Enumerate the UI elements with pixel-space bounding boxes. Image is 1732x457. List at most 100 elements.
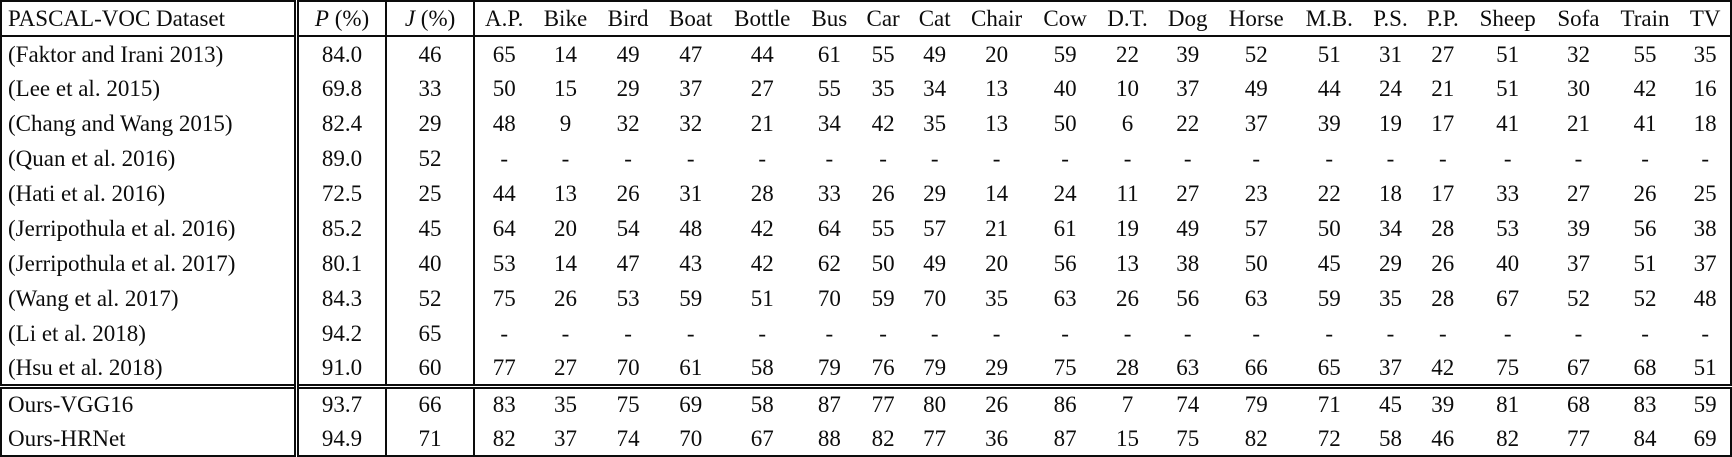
column-header-tv: TV xyxy=(1689,6,1721,31)
value-cell-sofa: 27 xyxy=(1566,181,1590,206)
value-cell-bike: 14 xyxy=(553,41,577,67)
value-cell-chair: 13 xyxy=(985,76,1009,101)
value-cell-chair: - xyxy=(992,146,1001,171)
method-cell: (Wang et al. 2017) xyxy=(1,281,299,316)
value-cell-bottle: - xyxy=(758,321,767,346)
value-cell-horse: - xyxy=(1252,146,1261,171)
value-cell-sheep: 67 xyxy=(1496,286,1520,311)
value-cell-bird: 70 xyxy=(616,354,640,380)
value-cell-bike: 9 xyxy=(559,111,572,136)
value-cell-mb: 72 xyxy=(1317,425,1341,451)
table-row: Ours-VGG16 93.7 66 83 35 75 69 58 87 77 80 26 86 7 74 7… xyxy=(1,386,1731,421)
method-cell: (Chang and Wang 2015) xyxy=(1,106,299,141)
jaccard-cell: 71 xyxy=(386,421,475,456)
value-cell-dog: 56 xyxy=(1176,286,1200,311)
table-header: PASCAL-VOC Dataset P (%) J (%) A.P. Bike B… xyxy=(1,1,1731,36)
jaccard-cell: 40 xyxy=(386,246,475,281)
value-cell-pp: 17 xyxy=(1431,181,1455,206)
value-cell-pp: - xyxy=(1438,146,1447,171)
value-cell-dog: - xyxy=(1183,146,1192,171)
value-cell-sofa: 68 xyxy=(1566,392,1590,418)
value-cell-boat: 48 xyxy=(679,216,703,241)
jaccard-cell: 52 xyxy=(386,141,475,176)
value-cell-tv: 18 xyxy=(1693,111,1717,136)
value-cell-pp: - xyxy=(1438,321,1447,346)
value-cell-pp: 39 xyxy=(1431,392,1455,418)
value-cell-car: 35 xyxy=(871,76,895,101)
value-cell-bottle: 21 xyxy=(750,111,774,136)
column-header-dataset: PASCAL-VOC Dataset xyxy=(1,1,299,36)
jaccard-cell: 46 xyxy=(386,36,475,71)
value-cell-dog: 74 xyxy=(1176,392,1200,418)
value-cell-cat: 79 xyxy=(923,354,947,380)
value-cell-car: 42 xyxy=(871,111,895,136)
value-cell-bus: - xyxy=(825,321,834,346)
column-header-bird: Bird xyxy=(607,6,649,31)
value-cell-chair: 36 xyxy=(985,425,1009,451)
value-cell-sheep: - xyxy=(1503,321,1512,346)
value-cell-chair: - xyxy=(992,321,1001,346)
precision-cell: 94.9 xyxy=(296,421,388,456)
value-cell-boat: 31 xyxy=(679,181,703,206)
table-row: (Lee et al. 2015) 69.8 33 50 15 29 37 27 55 35 34 1… xyxy=(1,71,1731,106)
value-cell-bottle: 58 xyxy=(750,354,774,380)
value-cell-dt: - xyxy=(1123,146,1132,171)
value-cell-bird: 74 xyxy=(616,425,640,451)
precision-cell: 94.2 xyxy=(296,316,388,351)
column-header-train: Train xyxy=(1620,6,1670,31)
value-cell-cat: 57 xyxy=(923,216,947,241)
value-cell-horse: 63 xyxy=(1244,286,1268,311)
precision-cell: 85.2 xyxy=(296,211,388,246)
value-cell-bird: - xyxy=(624,321,632,346)
value-cell-car: 76 xyxy=(871,354,895,380)
value-cell-ps: 18 xyxy=(1378,181,1402,206)
table-row: (Chang and Wang 2015) 82.4 29 48 9 32 32 21 34 42… xyxy=(1,106,1731,141)
value-cell-bird: 49 xyxy=(616,41,640,67)
value-cell-sofa: 39 xyxy=(1566,216,1590,241)
value-cell-ps: 29 xyxy=(1378,251,1402,276)
table-row: (Hati et al. 2016) 72.5 25 44 13 26 31 28 33 26 29… xyxy=(1,176,1731,211)
table-row: (Quan et al. 2016) 89.0 52- - - - - - - - - - - - - - - -… xyxy=(1,141,1731,176)
value-cell-sheep: 51 xyxy=(1496,76,1520,101)
column-header-cow: Cow xyxy=(1043,6,1087,31)
value-cell-chair: 13 xyxy=(985,111,1009,136)
method-cell: (Hati et al. 2016) xyxy=(1,176,299,211)
value-cell-boat: - xyxy=(686,321,695,346)
value-cell-ps: 24 xyxy=(1378,76,1402,101)
jaccard-cell: 66 xyxy=(386,386,475,421)
value-cell-pp: 46 xyxy=(1431,425,1455,451)
value-cell-ps: - xyxy=(1386,146,1395,171)
precision-cell: 89.0 xyxy=(296,141,388,176)
table-row: (Faktor and Irani 2013) 84.0 46 65 14 49 47 44 6… xyxy=(1,36,1731,71)
value-cell-boat: 69 xyxy=(679,392,703,418)
value-cell-dog: 49 xyxy=(1176,216,1200,241)
value-cell-bus: 55 xyxy=(817,76,841,101)
jaccard-cell: 45 xyxy=(386,211,475,246)
value-cell-cat: 49 xyxy=(923,251,947,276)
column-header-mb: M.B. xyxy=(1305,6,1353,31)
value-cell-chair: 14 xyxy=(985,181,1009,206)
value-cell-dt: 28 xyxy=(1116,354,1140,380)
value-cell-pp: 42 xyxy=(1431,354,1455,380)
value-cell-horse: 52 xyxy=(1244,41,1268,67)
value-cell-cat: 29 xyxy=(923,181,947,206)
value-cell-bus: 61 xyxy=(817,41,841,67)
value-cell-mb: 44 xyxy=(1317,76,1341,101)
method-cell: (Li et al. 2018) xyxy=(1,316,299,351)
value-cell-ap: - xyxy=(500,146,509,171)
table-row: (Wang et al. 2017) 84.3 52 75 26 53 59 51 70 59 70… xyxy=(1,281,1731,316)
precision-cell: 72.5 xyxy=(296,176,388,211)
value-cell-cow: 87 xyxy=(1053,425,1077,451)
column-header-bottle: Bottle xyxy=(734,6,791,31)
value-cell-bike: 37 xyxy=(553,425,577,451)
method-cell: (Jerripothula et al. 2017) xyxy=(1,246,299,281)
value-cell-bike: 20 xyxy=(553,216,577,241)
value-cell-bus: 64 xyxy=(817,216,841,241)
value-cell-pp: 26 xyxy=(1431,251,1455,276)
value-cell-mb: 71 xyxy=(1317,392,1341,418)
value-cell-sofa: - xyxy=(1574,321,1583,346)
table-row: (Jerripothula et al. 2017) 80.1 40 53 14 47 43… xyxy=(1,246,1731,281)
value-cell-train: 52 xyxy=(1633,286,1657,311)
value-cell-bird: 29 xyxy=(616,76,640,101)
